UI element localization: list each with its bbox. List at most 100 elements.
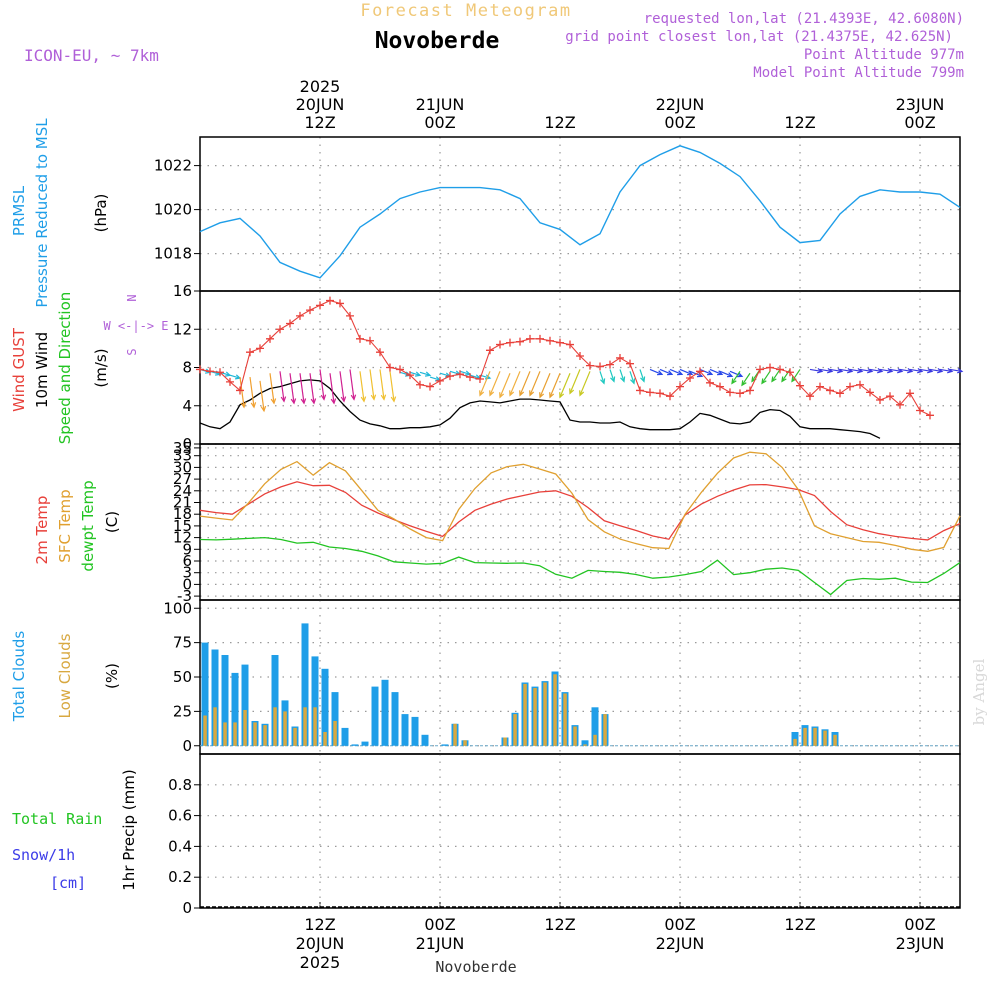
gust-marker (886, 392, 894, 401)
low-cloud-bar (203, 715, 207, 746)
wind-barb-head (280, 396, 287, 403)
y-tick-label: 12 (173, 529, 192, 547)
bottom-time-label: 23JUN (896, 934, 945, 953)
wind-barb (539, 373, 551, 398)
wind-barb-head (897, 368, 904, 374)
y-tick-label: 3 (182, 564, 192, 582)
wind-barb-head (827, 368, 834, 374)
wind-barb (839, 368, 853, 373)
snow-label: Snow/1h (12, 846, 75, 864)
gust-marker (626, 359, 634, 368)
footer-location: Novoberde (435, 958, 516, 976)
wind-barb (719, 370, 733, 377)
temp-unit: (C) (103, 511, 121, 533)
pressure-labels: PRMSL Pressure Reduced to MSL (hPa) (10, 118, 110, 308)
wind-barb (741, 372, 751, 386)
wind-barb (459, 370, 471, 375)
model-altitude: Model Point Altitude 799m (753, 65, 964, 81)
wind-barb (249, 376, 255, 408)
low-cloud-bar (223, 722, 227, 746)
wind-barb (819, 368, 833, 373)
gust-marker (826, 386, 834, 395)
compass-n: N (125, 294, 139, 301)
low-cloud-bar (333, 721, 337, 746)
total-cloud-bar (201, 642, 209, 746)
wind-barb-head (579, 390, 585, 397)
wind-barb (629, 371, 635, 384)
gust-marker (366, 336, 374, 345)
bottom-time-label: 00Z (664, 915, 695, 934)
gust-marker (466, 373, 474, 382)
wind-barb (549, 373, 561, 398)
gust-marker (376, 348, 384, 357)
wind-barb-head (817, 368, 824, 374)
bottom-time-label: 20JUN (296, 934, 345, 953)
wind-barb (329, 373, 335, 404)
wind-barb-head (610, 376, 616, 383)
t2m-line (199, 481, 961, 541)
dewpt-label: dewpt Temp (79, 480, 97, 571)
total-cloud-bar (421, 734, 429, 746)
total-clouds-label: Total Clouds (10, 631, 28, 723)
gust-marker (356, 334, 364, 343)
pressure-unit: (hPa) (92, 194, 110, 233)
wind-barb (299, 373, 305, 404)
bottom-time-label: 22JUN (656, 934, 705, 953)
wind-barb (289, 373, 295, 404)
wind-barb (879, 368, 893, 373)
gust-marker (786, 368, 794, 377)
y-tick-label: 75 (173, 634, 192, 652)
wind-barb-head (559, 392, 565, 399)
watermark: by Angel (970, 658, 988, 725)
y-tick-label: 0 (182, 737, 192, 755)
wind-barb (809, 368, 823, 373)
low-cloud-bar (243, 710, 247, 746)
compass-we: W <-|-> E (103, 319, 168, 333)
wind-barb-head (676, 370, 684, 376)
gust-marker (486, 346, 494, 355)
precip-panel: 0 0.2 0.4 0.6 0.8 (168, 753, 961, 917)
wind-barb (319, 369, 325, 400)
top-time-label: 22JUN (656, 95, 705, 114)
y-tick-label: 0.4 (168, 837, 192, 855)
low-cloud-bar (263, 725, 267, 746)
gust-marker (596, 362, 604, 371)
wind-barb-head (250, 402, 257, 409)
wind-barb (509, 371, 521, 396)
gust-marker (696, 367, 704, 376)
top-time-label: 12Z (304, 113, 335, 132)
gust-marker (426, 382, 434, 391)
low-cloud-bar (583, 744, 587, 746)
panel-frame (199, 136, 961, 292)
wind-barb-head (290, 398, 297, 405)
wind-barb-head (857, 368, 864, 374)
gust-marker (446, 372, 454, 381)
wind-barb-head (270, 398, 277, 405)
wind-barb-head (360, 396, 367, 403)
y-tick-label: 1018 (154, 245, 192, 263)
gust-marker (456, 370, 464, 379)
low-cloud-bar (823, 730, 827, 746)
wind-barb-head (957, 368, 964, 374)
prmsl-label: PRMSL (10, 185, 28, 236)
wind-barb-head (479, 390, 485, 397)
gust-marker (526, 334, 534, 343)
total-cloud-bar (581, 740, 589, 746)
low-cloud-bar (503, 737, 507, 746)
low-cloud-bar (563, 693, 567, 746)
wind-barb-head (847, 368, 854, 374)
low-cloud-bar (303, 707, 307, 746)
wind-labels: Wind GUST 10m Wind Speed and Direction (… (10, 292, 169, 445)
gust-marker (646, 388, 654, 397)
wind-barb (639, 369, 645, 382)
low-cloud-bar (273, 707, 277, 746)
gust-marker (326, 296, 334, 305)
wind-unit: (m/s) (92, 348, 110, 387)
sfc-temp-line (199, 451, 961, 552)
wind-barb-head (350, 394, 357, 401)
y-tick-label: 0.2 (168, 868, 192, 886)
wind-barb (369, 369, 375, 400)
gust-marker (666, 392, 674, 401)
wind-barb (499, 373, 511, 398)
